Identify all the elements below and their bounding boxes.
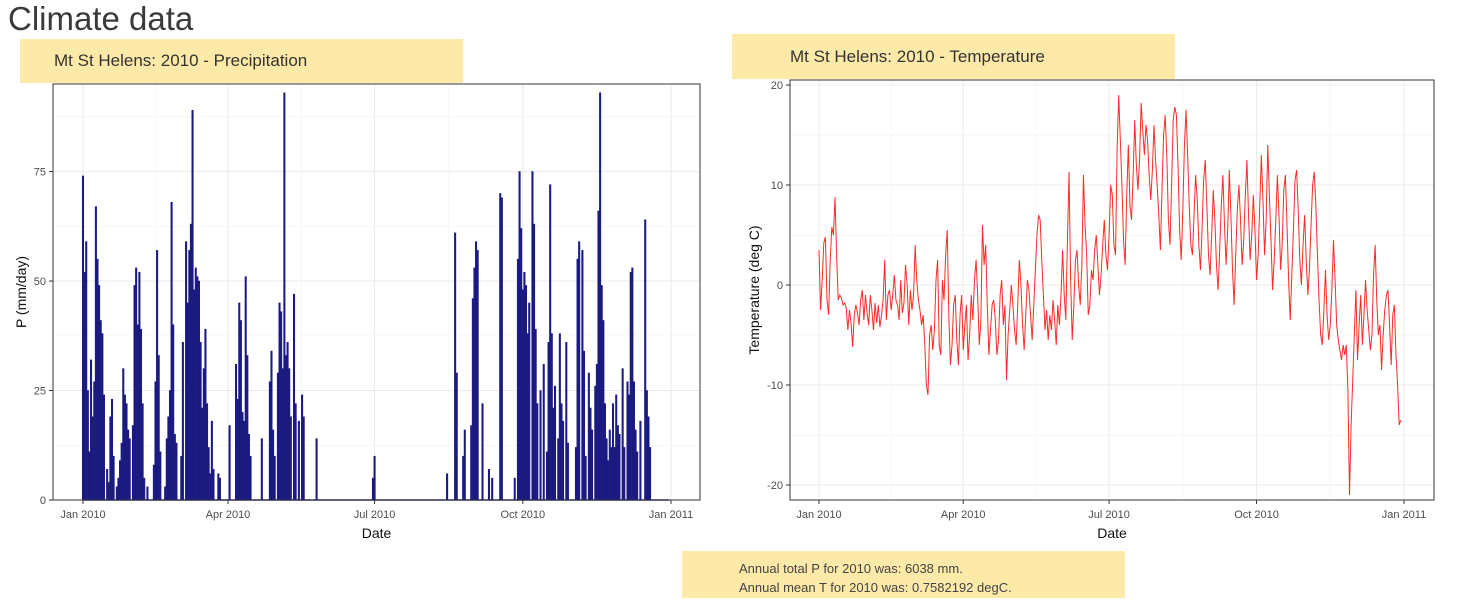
precipitation-y-tick-label: 50 [34,276,46,288]
precipitation-x-tick-label: Jan 2011 [649,509,693,521]
temperature-chart-title: Mt St Helens: 2010 - Temperature [790,46,1045,66]
temperature-y-tick-label: 10 [771,180,783,192]
precipitation-plot-area: Jan 2010 Apr 2010 Jul 2010 Oct 2010 Jan 2011… [13,83,701,541]
precipitation-y-tick-label: 75 [34,167,46,179]
temperature-x-tick-label: Jan 2010 [796,509,841,521]
precipitation-y-axis-title: P (mm/day) [13,256,29,328]
temperature-panel-border [789,79,1435,501]
precipitation-x-tick-label: Jan 2010 [60,509,105,521]
precipitation-y-tick-label: 0 [40,495,46,507]
annual-total-precipitation-text: Annual total P for 2010 was: 6038 mm. [739,561,963,576]
precipitation-chart-title-box: Mt St Helens: 2010 - Precipitation [20,39,463,83]
temperature-x-tick-label: Oct 2010 [1234,509,1279,521]
temperature-y-tick-label: -10 [767,380,783,392]
temperature-y-tick-label: 20 [771,80,783,92]
temperature-series-line [818,94,1402,496]
temperature-y-tick-label: 0 [777,280,783,292]
page-title: Climate data [8,0,194,37]
precipitation-x-tick-label: Apr 2010 [206,509,251,521]
temperature-x-tick-label: Jul 2010 [1088,509,1130,521]
annual-mean-temperature-text: Annual mean T for 2010 was: 0.7582192 de… [739,580,1012,595]
precipitation-chart: Jan 2010 Apr 2010 Jul 2010 Oct 2010 Jan 2011… [13,83,701,541]
annual-summary-box: Annual total P for 2010 was: 6038 mm. An… [682,551,1125,598]
precipitation-x-tick-label: Oct 2010 [500,509,545,521]
temperature-x-tick-label: Apr 2010 [941,509,986,521]
temperature-x-axis-title: Date [1097,525,1127,541]
precipitation-panel-border [52,83,701,501]
precipitation-x-axis-title: Date [362,525,392,541]
temperature-x-tick-label: Jan 2011 [1382,509,1426,521]
precipitation-x-tick-label: Jul 2010 [354,509,396,521]
temperature-y-axis-title: Temperature (deg C) [746,225,762,354]
precipitation-y-tick-label: 25 [34,386,46,398]
temperature-chart: Jan 2010 Apr 2010 Jul 2010 Oct 2010 Jan 2011… [746,79,1435,541]
precipitation-chart-title: Mt St Helens: 2010 - Precipitation [54,51,308,70]
temperature-y-tick-label: -20 [767,480,783,492]
temperature-plot-area: Jan 2010 Apr 2010 Jul 2010 Oct 2010 Jan 2011… [746,79,1435,541]
temperature-chart-title-box: Mt St Helens: 2010 - Temperature [732,34,1175,79]
